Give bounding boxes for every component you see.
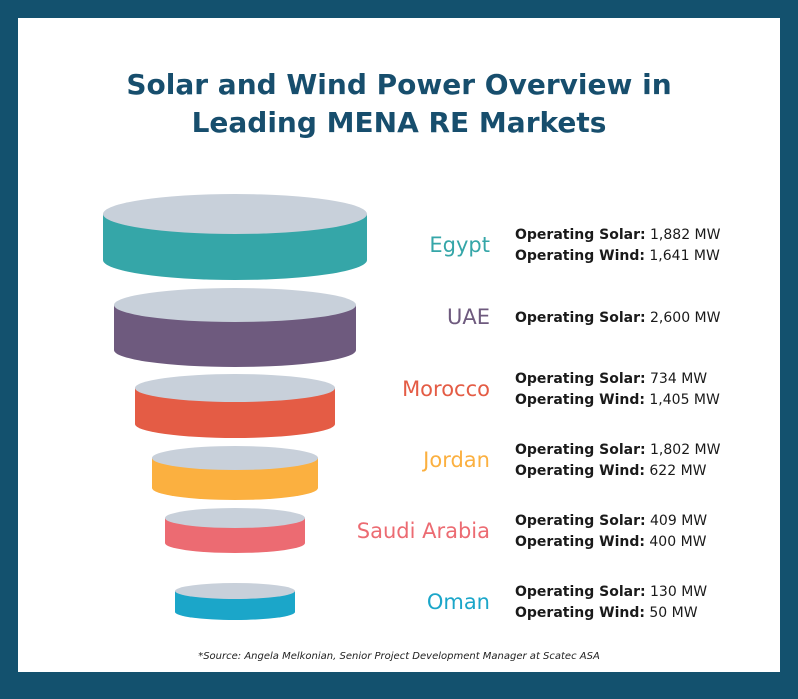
country-label-morocco: Morocco xyxy=(402,377,490,401)
stat-value: 2,600 MW xyxy=(645,309,721,326)
stat-value: 622 MW xyxy=(644,463,707,479)
disc-side xyxy=(165,518,305,553)
stat-value: 734 MW xyxy=(645,371,708,387)
disc-side xyxy=(152,458,318,500)
stat-label: Operating Solar: xyxy=(515,371,646,387)
stat-row: Operating Wind: 1,641 MW xyxy=(515,246,720,267)
stat-value: 1,882 MW xyxy=(645,227,721,243)
stat-row: Operating Solar: 734 MW xyxy=(515,369,720,390)
stat-value: 130 MW xyxy=(645,584,708,600)
source-note: *Source: Angela Melkonian, Senior Projec… xyxy=(198,651,600,662)
stat-value: 1,802 MW xyxy=(645,442,721,458)
disc-side xyxy=(135,388,335,438)
stat-label: Operating Solar: xyxy=(515,442,646,458)
disc-top xyxy=(135,374,335,402)
disc-uae xyxy=(114,288,356,367)
stat-row: Operating Wind: 622 MW xyxy=(515,461,720,482)
country-label-jordan: Jordan xyxy=(423,448,490,472)
disc-side xyxy=(114,305,356,367)
country-label-saudi-arabia: Saudi Arabia xyxy=(356,519,490,543)
stat-row: Operating Solar: 1,882 MW xyxy=(515,225,720,246)
disc-saudi-arabia xyxy=(165,508,305,553)
stat-label: Operating Wind: xyxy=(515,534,645,550)
stat-label: Operating Wind: xyxy=(515,248,645,264)
stat-label: Operating Solar: xyxy=(515,513,646,529)
stat-label: Operating Solar: xyxy=(515,584,646,600)
stat-row: Operating Solar: 130 MW xyxy=(515,582,707,603)
page-title: Solar and Wind Power Overview in Leading… xyxy=(0,66,798,142)
stats-saudi-arabia: Operating Solar: 409 MW Operating Wind: 4… xyxy=(515,511,707,553)
stat-label: Operating Wind: xyxy=(515,463,645,479)
stats-egypt: Operating Solar: 1,882 MW Operating Wind:… xyxy=(515,225,720,267)
title-line-2: Leading MENA RE Markets xyxy=(191,106,607,139)
disc-side xyxy=(175,591,295,620)
disc-jordan xyxy=(152,446,318,500)
stat-label: Operating Wind: xyxy=(515,605,645,621)
stat-row: Operating Solar: 409 MW xyxy=(515,511,707,532)
stat-label: Operating Solar: xyxy=(515,309,646,326)
stat-label: Operating Solar: xyxy=(515,227,646,243)
stat-value: 400 MW xyxy=(644,534,707,550)
stat-row: Operating Solar: 1,802 MW xyxy=(515,440,720,461)
disc-top xyxy=(175,583,295,599)
stats-uae: Operating Solar: 2,600 MW xyxy=(515,308,720,329)
disc-top xyxy=(152,446,318,470)
stat-row: Operating Solar: 2,600 MW xyxy=(515,308,720,329)
stat-row: Operating Wind: 50 MW xyxy=(515,603,707,624)
stats-oman: Operating Solar: 130 MW Operating Wind: 5… xyxy=(515,582,707,624)
stat-value: 50 MW xyxy=(644,605,698,621)
stat-label: Operating Wind: xyxy=(515,392,645,408)
disc-top xyxy=(103,194,367,234)
disc-top xyxy=(114,288,356,322)
stat-row: Operating Wind: 400 MW xyxy=(515,532,707,553)
stat-value: 1,641 MW xyxy=(644,248,720,264)
country-label-oman: Oman xyxy=(426,590,490,614)
stat-row: Operating Wind: 1,405 MW xyxy=(515,390,720,411)
stat-value: 409 MW xyxy=(645,513,708,529)
stats-morocco: Operating Solar: 734 MW Operating Wind: 1… xyxy=(515,369,720,411)
title-line-1: Solar and Wind Power Overview in xyxy=(126,68,672,101)
country-label-egypt: Egypt xyxy=(429,233,490,257)
stats-jordan: Operating Solar: 1,802 MW Operating Wind:… xyxy=(515,440,720,482)
disc-egypt xyxy=(103,194,367,280)
disc-top xyxy=(165,508,305,528)
stat-value: 1,405 MW xyxy=(644,392,720,408)
disc-morocco xyxy=(135,374,335,438)
disc-oman xyxy=(175,583,295,620)
country-label-uae: UAE xyxy=(446,305,490,329)
